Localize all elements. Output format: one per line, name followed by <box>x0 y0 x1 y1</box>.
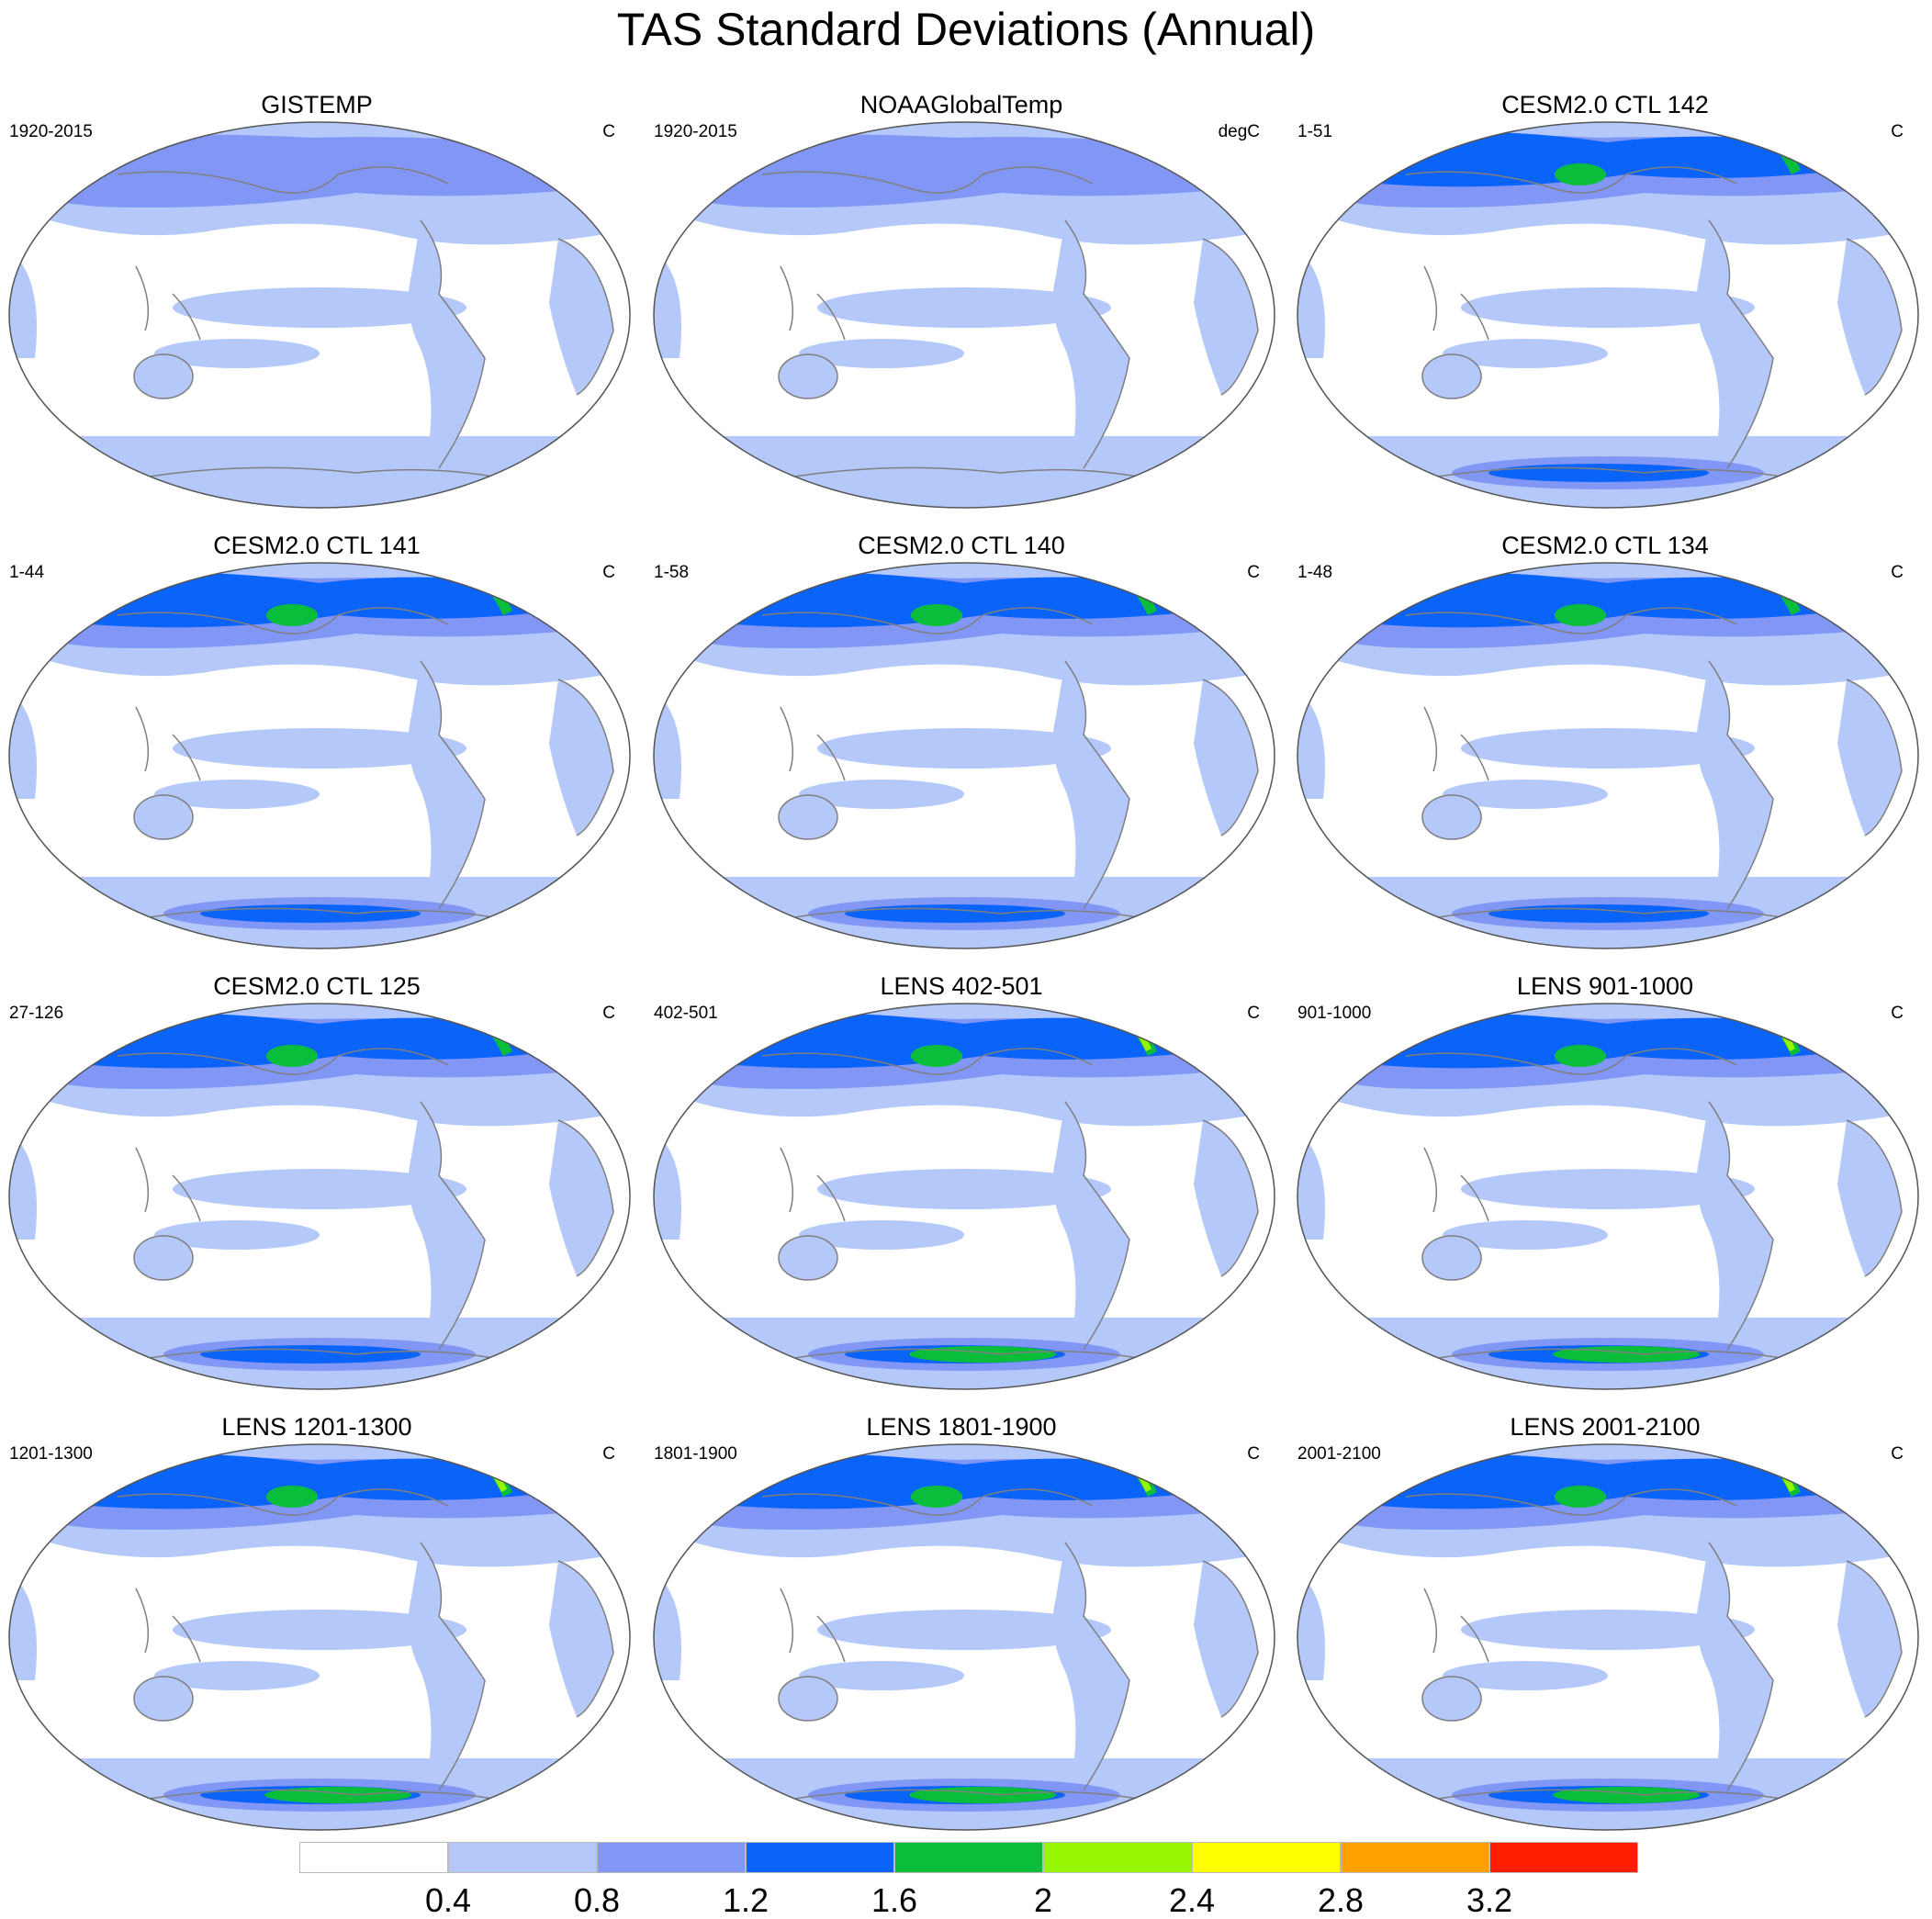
panel-units-label: degC <box>1218 122 1260 141</box>
colorbar-swatch <box>448 1842 597 1873</box>
panel-title: LENS 2001-2100 <box>1510 1413 1701 1441</box>
panel-units-label: C <box>602 1444 615 1464</box>
panel-units-label: C <box>602 122 615 141</box>
colorbar-swatch <box>1043 1842 1192 1873</box>
panel-range-label: 1-51 <box>1297 122 1333 141</box>
colorbar-tick-label: 2.8 <box>1317 1881 1365 1919</box>
panel-units-label: C <box>602 1004 615 1023</box>
panel-range-label: 402-501 <box>654 1004 718 1023</box>
colorbar-tick-label: 2 <box>1033 1881 1053 1919</box>
map-panel: LENS 1801-1900 1801-1900 C <box>645 1412 1278 1844</box>
map-panel: LENS 402-501 402-501 C <box>645 971 1278 1403</box>
panel-units-label: C <box>602 563 615 582</box>
colorbar-tick-label: 1.6 <box>871 1881 918 1919</box>
colorbar-tick-label: 0.4 <box>424 1881 472 1919</box>
panel-range-label: 1920-2015 <box>9 122 93 141</box>
map-container <box>1296 1001 1920 1397</box>
map-plot <box>653 1443 1275 1831</box>
map-plot <box>653 1003 1275 1390</box>
map-container <box>7 1442 632 1837</box>
map-plot <box>1297 121 1919 509</box>
map-container <box>7 1001 632 1397</box>
panel-range-label: 1801-1900 <box>654 1444 737 1464</box>
map-container <box>652 560 1276 956</box>
panel-range-label: 1-44 <box>9 563 45 582</box>
map-plot <box>8 562 631 949</box>
map-panel: CESM2.0 CTL 125 27-126 C <box>0 971 634 1403</box>
colorbar-swatch <box>1489 1842 1638 1873</box>
panel-title: NOAAGlobalTemp <box>859 91 1063 118</box>
map-plot <box>1297 1443 1919 1831</box>
colorbar-swatch <box>1341 1842 1489 1873</box>
colorbar-swatch <box>597 1842 746 1873</box>
panel-range-label: 27-126 <box>9 1004 64 1023</box>
map-plot <box>8 121 631 509</box>
map-plot <box>8 1443 631 1831</box>
panel-range-label: 901-1000 <box>1297 1004 1372 1023</box>
panel-range-label: 1-58 <box>654 563 690 582</box>
panel-title: CESM2.0 CTL 134 <box>1501 532 1709 559</box>
map-container <box>1296 560 1920 956</box>
map-panel: NOAAGlobalTemp 1920-2015 degC <box>645 90 1278 522</box>
panel-title: CESM2.0 CTL 141 <box>213 532 421 559</box>
map-container <box>1296 119 1920 515</box>
map-plot <box>1297 1003 1919 1390</box>
colorbar-swatch <box>1192 1842 1341 1873</box>
panel-units-label: C <box>1247 1004 1260 1023</box>
map-panel: GISTEMP 1920-2015 C <box>0 90 634 522</box>
panel-range-label: 2001-2100 <box>1297 1444 1381 1464</box>
map-container <box>652 119 1276 515</box>
panel-units-label: C <box>1891 563 1904 582</box>
panel-range-label: 1-48 <box>1297 563 1333 582</box>
panel-units-label: C <box>1891 1444 1904 1464</box>
map-container <box>652 1442 1276 1837</box>
colorbar-swatch <box>894 1842 1043 1873</box>
colorbar-swatch <box>299 1842 448 1873</box>
panel-units-label: C <box>1247 1444 1260 1464</box>
map-panel: CESM2.0 CTL 134 1-48 C <box>1288 531 1922 962</box>
map-panel: CESM2.0 CTL 140 1-58 C <box>645 531 1278 962</box>
panel-range-label: 1201-1300 <box>9 1444 93 1464</box>
map-plot <box>1297 562 1919 949</box>
map-container <box>7 560 632 956</box>
panel-units-label: C <box>1891 1004 1904 1023</box>
colorbar-tick-label: 0.8 <box>573 1881 621 1919</box>
map-container <box>1296 1442 1920 1837</box>
panel-units-label: C <box>1247 563 1260 582</box>
panel-title: CESM2.0 CTL 125 <box>213 972 421 1000</box>
panel-title: LENS 1201-1300 <box>221 1413 412 1441</box>
map-panel: CESM2.0 CTL 142 1-51 C <box>1288 90 1922 522</box>
colorbar-tick-label: 1.2 <box>722 1881 769 1919</box>
panel-title: LENS 1801-1900 <box>866 1413 1057 1441</box>
map-container <box>7 119 632 515</box>
colorbar-tick-label: 3.2 <box>1466 1881 1513 1919</box>
map-panel: LENS 2001-2100 2001-2100 C <box>1288 1412 1922 1844</box>
map-plot <box>653 121 1275 509</box>
map-panel: CESM2.0 CTL 141 1-44 C <box>0 531 634 962</box>
panel-title: GISTEMP <box>261 91 373 118</box>
panel-title: CESM2.0 CTL 140 <box>858 532 1065 559</box>
colorbar-swatch <box>746 1842 894 1873</box>
map-plot <box>653 562 1275 949</box>
colorbar-tick-label: 2.4 <box>1168 1881 1216 1919</box>
panel-units-label: C <box>1891 122 1904 141</box>
map-plot <box>8 1003 631 1390</box>
panel-range-label: 1920-2015 <box>654 122 737 141</box>
figure-title: TAS Standard Deviations (Annual) <box>616 4 1316 55</box>
map-panel: LENS 1201-1300 1201-1300 C <box>0 1412 634 1844</box>
map-panel: LENS 901-1000 901-1000 C <box>1288 971 1922 1403</box>
panel-title: LENS 901-1000 <box>1516 972 1694 1000</box>
panel-title: LENS 402-501 <box>880 972 1043 1000</box>
map-container <box>652 1001 1276 1397</box>
panel-title: CESM2.0 CTL 142 <box>1501 91 1709 118</box>
